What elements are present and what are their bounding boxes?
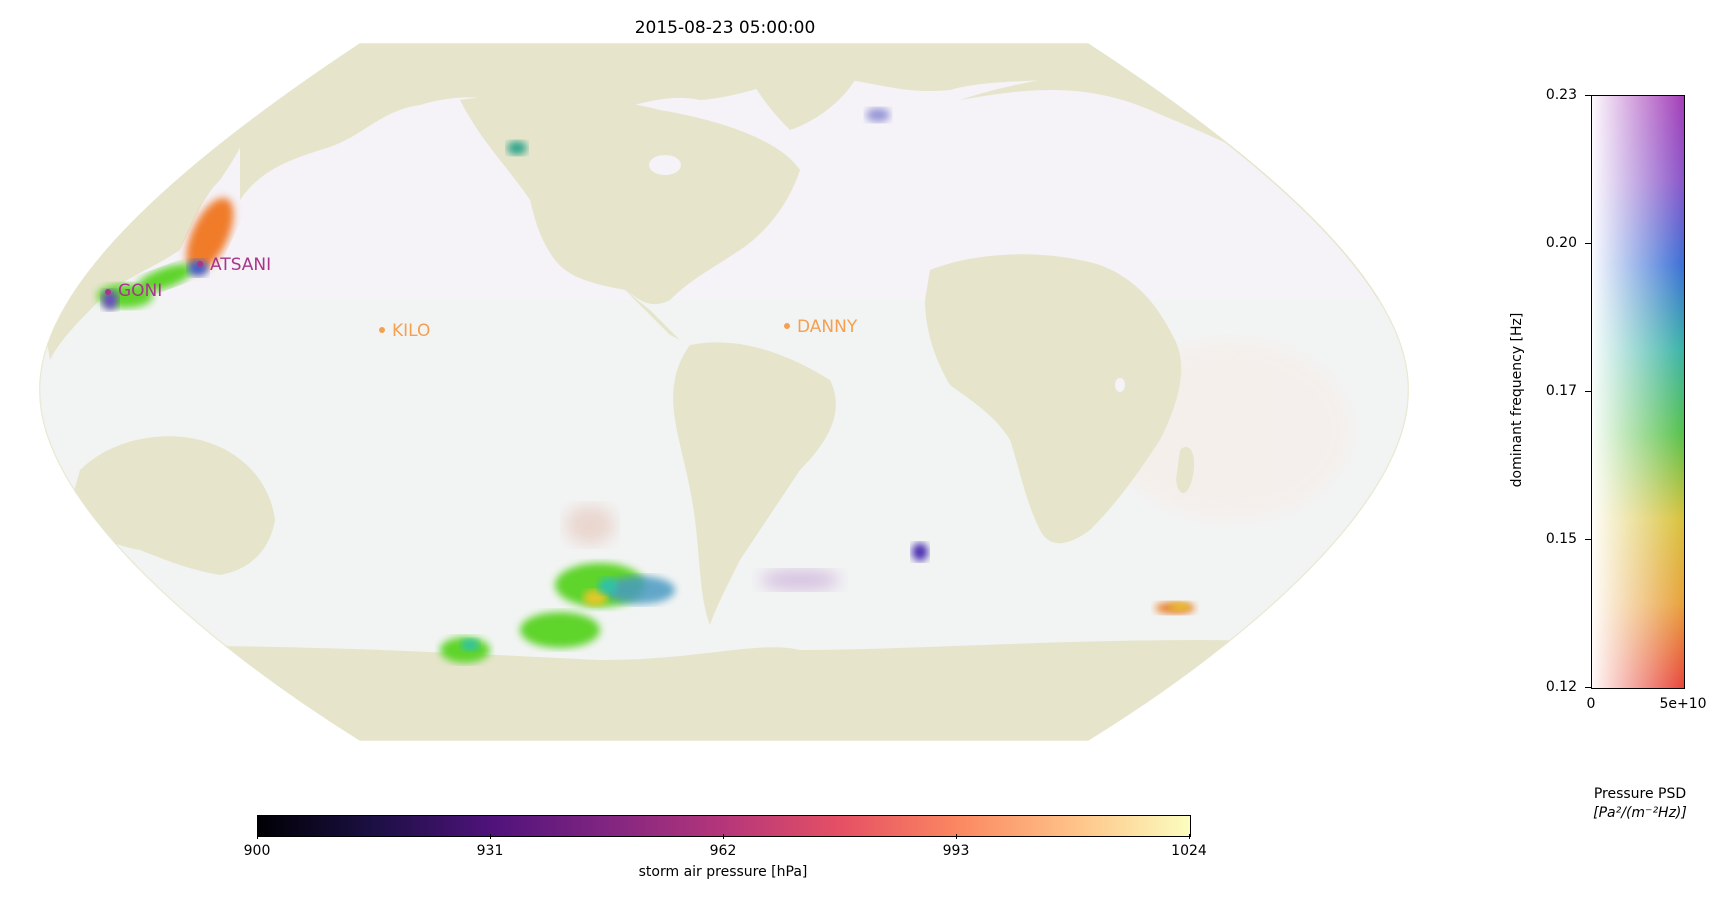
world-map: GONI ATSANI KILO DANNY: [39, 43, 1409, 741]
frequency-colorbar-psd-fade: [1592, 96, 1684, 688]
pressure-tick: [723, 834, 724, 839]
pressure-tick: [257, 834, 258, 839]
land-north-america: [460, 94, 800, 305]
frequency-tick: [1585, 687, 1591, 688]
pressure-tick-label: 900: [243, 843, 271, 859]
frequency-axis-label: dominant frequency [Hz]: [1509, 312, 1525, 488]
land-australia: [70, 436, 275, 575]
land-antarctica: [39, 640, 1409, 740]
land-south-america: [673, 342, 836, 625]
pressure-tick: [490, 834, 491, 839]
storm-marker-atsani: [197, 261, 203, 267]
pressure-tick-label: 1024: [1171, 843, 1207, 859]
land-central-america: [625, 290, 680, 340]
frequency-tick: [1585, 243, 1591, 244]
storm-label-atsani: ATSANI: [210, 255, 271, 275]
land-arctic: [240, 44, 1200, 200]
pressure-tick: [1189, 834, 1190, 839]
psd-axis-label-line1: Pressure PSD: [1593, 786, 1687, 802]
frequency-tick-label: 0.15: [1545, 531, 1577, 547]
psd-tick-label: 0: [1586, 696, 1596, 712]
frequency-tick-label: 0.12: [1545, 679, 1577, 695]
pressure-tick: [956, 834, 957, 839]
storm-marker-goni: [105, 289, 111, 295]
map-title: 2015-08-23 05:00:00: [634, 18, 816, 38]
psd-axis-label: Pressure PSD [Pa²/(m⁻²Hz)]: [1560, 785, 1720, 823]
pressure-tick-label: 962: [709, 843, 737, 859]
land-africa: [925, 254, 1182, 544]
frequency-tick-label: 0.20: [1545, 235, 1577, 251]
storm-label-goni: GONI: [118, 281, 162, 301]
land-madagascar: [1176, 446, 1195, 494]
psd-tick-label: 5e+10: [1659, 696, 1707, 712]
frequency-tick-label: 0.23: [1545, 87, 1577, 103]
frequency-tick: [1585, 391, 1591, 392]
frequency-tick-label: 0.17: [1545, 383, 1577, 399]
pressure-colorbar-label: storm air pressure [hPa]: [638, 864, 808, 880]
frequency-tick: [1585, 95, 1591, 96]
storm-label-danny: DANNY: [797, 317, 858, 337]
frequency-tick: [1585, 539, 1591, 540]
storm-label-kilo: KILO: [392, 321, 430, 341]
storm-marker-kilo: [379, 327, 385, 333]
land-greenland: [740, 53, 860, 130]
pressure-colorbar: [257, 815, 1191, 837]
pressure-tick-label: 993: [942, 843, 970, 859]
swell-blobs: [97, 108, 1195, 663]
storm-marker-danny: [784, 323, 790, 329]
psd-axis-label-line2: [Pa²/(m⁻²Hz)]: [1593, 805, 1687, 821]
pressure-tick-label: 931: [476, 843, 504, 859]
